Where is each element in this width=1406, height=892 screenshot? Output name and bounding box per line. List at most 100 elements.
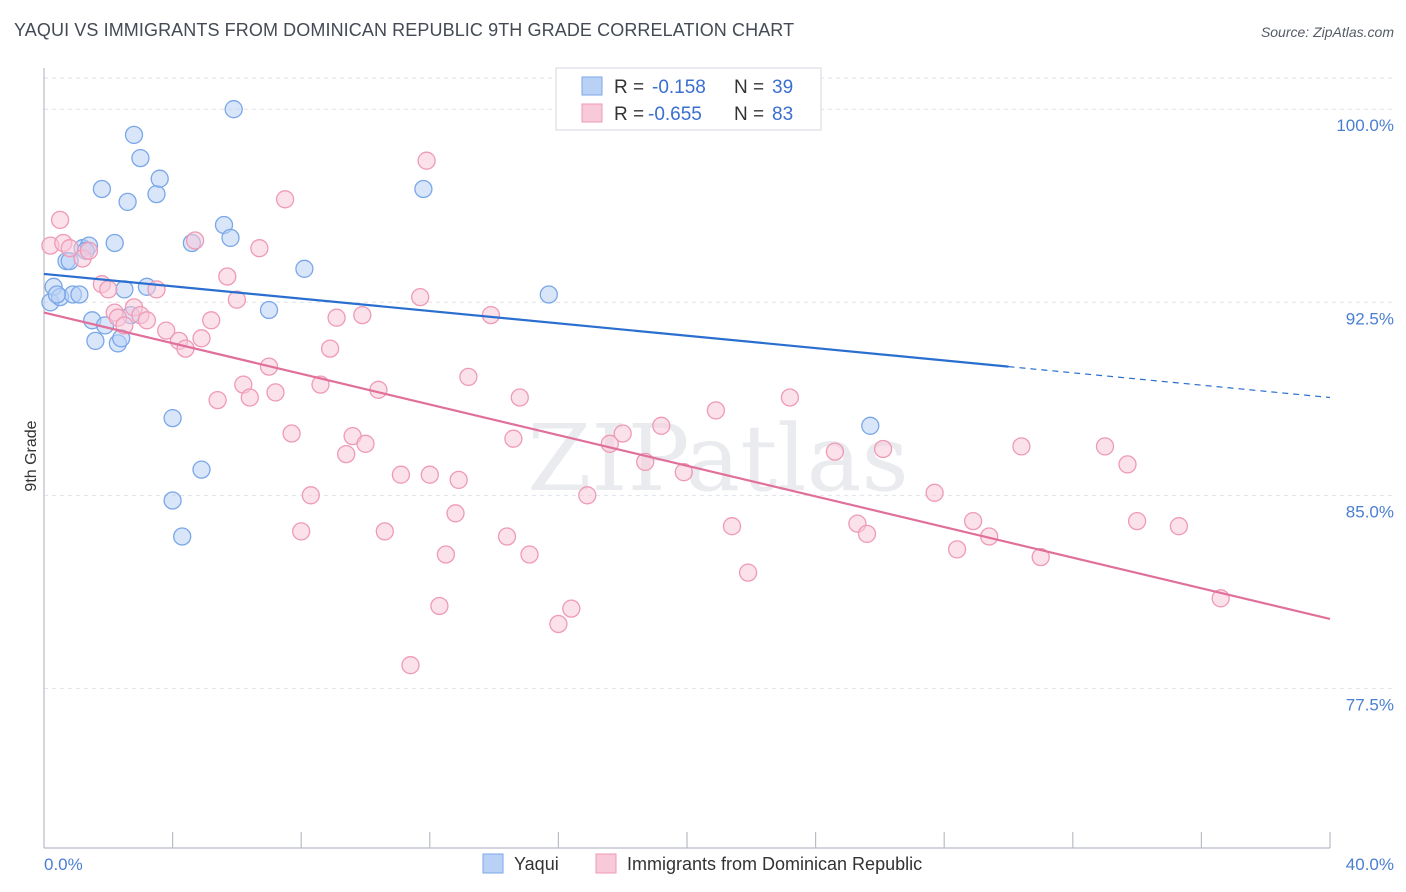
- data-point: [578, 486, 597, 505]
- data-point: [449, 470, 468, 490]
- data-point: [202, 311, 221, 330]
- data-point: [250, 239, 269, 258]
- y-tick-label: 85.0%: [1346, 502, 1394, 521]
- data-point: [391, 465, 411, 484]
- legend-swatch-yaqui: [581, 76, 603, 96]
- data-point: [401, 656, 420, 675]
- bottom-legend-swatch-yaqui: [482, 853, 504, 874]
- data-point: [275, 190, 295, 209]
- data-point: [259, 300, 279, 320]
- data-point: [115, 280, 134, 299]
- data-point: [327, 308, 346, 327]
- data-point: [70, 285, 89, 304]
- data-point: [947, 540, 967, 559]
- data-point: [295, 259, 314, 278]
- bottom-legend-label-yaqui: Yaqui: [514, 854, 559, 874]
- legend-r-label-1: R =: [614, 77, 644, 98]
- data-point: [481, 305, 501, 325]
- data-point: [539, 285, 558, 304]
- data-point: [353, 305, 372, 325]
- data-point: [163, 408, 182, 428]
- axes: [43, 68, 1331, 849]
- trend-line-dominican: [43, 311, 1331, 620]
- data-point: [430, 596, 449, 616]
- data-point: [549, 614, 568, 634]
- data-point: [674, 463, 693, 482]
- data-point: [925, 483, 944, 502]
- data-point: [301, 486, 320, 505]
- data-point: [157, 321, 176, 340]
- data-point: [1012, 437, 1031, 456]
- x-tick-marks: [172, 832, 1331, 848]
- chart-title: YAQUI VS IMMIGRANTS FROM DOMINICAN REPUB…: [14, 20, 795, 40]
- scatter-points: [41, 100, 1230, 675]
- data-point: [504, 429, 523, 448]
- data-point: [131, 148, 150, 168]
- y-tick-label: 77.5%: [1346, 695, 1394, 714]
- data-point: [240, 388, 259, 407]
- data-point: [861, 416, 880, 435]
- legend-r-value-2: -0.655: [648, 104, 702, 125]
- data-point: [436, 545, 456, 564]
- data-point: [118, 192, 137, 212]
- legend-r-value-1: -0.158: [652, 77, 706, 98]
- data-point: [1095, 437, 1115, 456]
- series-dominican: [41, 151, 1230, 675]
- data-point: [99, 280, 118, 299]
- data-point: [124, 125, 144, 145]
- data-point: [105, 233, 124, 253]
- data-point: [173, 527, 192, 546]
- data-point: [282, 424, 301, 443]
- data-point: [1031, 547, 1050, 567]
- legend-box: R = -0.158 N = 39 R = -0.655 N = 83: [555, 67, 822, 131]
- data-point: [497, 527, 517, 546]
- data-point: [417, 151, 436, 170]
- data-point: [163, 491, 182, 510]
- data-point: [79, 241, 99, 260]
- data-point: [266, 383, 285, 402]
- data-point: [510, 388, 529, 407]
- data-point: [221, 228, 240, 248]
- data-point: [356, 434, 375, 453]
- data-point: [150, 169, 169, 188]
- y-axis-label: 9th Grade: [23, 420, 40, 491]
- data-point: [47, 285, 67, 304]
- data-point: [185, 231, 205, 250]
- legend-n-label-1: N =: [734, 77, 764, 98]
- data-point: [137, 311, 157, 330]
- data-point: [1127, 511, 1147, 531]
- data-point: [337, 444, 356, 464]
- data-point: [375, 522, 394, 541]
- data-point: [320, 339, 340, 358]
- data-point: [224, 100, 243, 119]
- data-point: [414, 179, 433, 199]
- data-point: [92, 179, 112, 199]
- data-point: [420, 465, 439, 484]
- data-point: [722, 517, 742, 536]
- data-point: [411, 287, 430, 307]
- data-point: [706, 401, 726, 420]
- data-point: [562, 599, 581, 618]
- data-point: [227, 290, 247, 309]
- trend-line-extension-yaqui: [1008, 366, 1331, 399]
- data-point: [780, 388, 800, 407]
- data-point: [446, 504, 465, 523]
- data-point: [208, 390, 227, 410]
- y-tick-label: 100.0%: [1336, 116, 1394, 135]
- data-point: [613, 424, 632, 443]
- data-point: [218, 267, 237, 286]
- bottom-legend: Yaqui Immigrants from Dominican Republic: [482, 853, 922, 874]
- legend-n-value-1: 39: [772, 77, 793, 98]
- legend-n-value-2: 83: [772, 104, 793, 125]
- data-point: [1169, 517, 1189, 536]
- data-point: [86, 331, 105, 351]
- source-label: Source: ZipAtlas.com: [1260, 24, 1394, 40]
- data-point: [1118, 455, 1137, 474]
- data-point: [857, 524, 877, 544]
- trend-lines: [43, 272, 1331, 620]
- data-point: [520, 545, 539, 564]
- trend-line-yaqui: [43, 272, 1009, 368]
- data-point: [50, 210, 70, 230]
- data-point: [825, 442, 845, 461]
